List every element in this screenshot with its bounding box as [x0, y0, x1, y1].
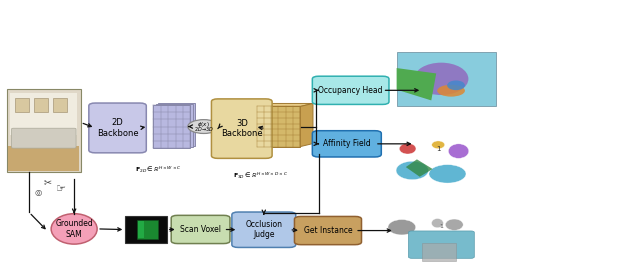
Text: $2D\!\to\!3D$: $2D\!\to\!3D$ [194, 125, 214, 133]
FancyBboxPatch shape [422, 243, 456, 260]
FancyBboxPatch shape [408, 231, 474, 258]
FancyBboxPatch shape [34, 98, 48, 112]
FancyBboxPatch shape [211, 99, 272, 158]
FancyBboxPatch shape [232, 212, 296, 247]
FancyBboxPatch shape [89, 103, 147, 153]
Text: $\mathbf{F}_{3D} \in \mathbb{R}^{H\times W\times D\times C}$: $\mathbf{F}_{3D} \in \mathbb{R}^{H\times… [233, 170, 288, 181]
FancyBboxPatch shape [138, 221, 144, 238]
Text: ✂: ✂ [44, 177, 51, 187]
Text: 2D
Backbone: 2D Backbone [97, 118, 138, 138]
Text: ☞: ☞ [56, 184, 67, 194]
FancyBboxPatch shape [12, 128, 76, 148]
Text: Occlusion
Judge: Occlusion Judge [245, 220, 282, 239]
Ellipse shape [414, 63, 468, 95]
FancyBboxPatch shape [294, 217, 362, 245]
FancyBboxPatch shape [137, 220, 157, 239]
FancyBboxPatch shape [312, 131, 381, 157]
Ellipse shape [399, 143, 416, 154]
Ellipse shape [51, 214, 97, 244]
Ellipse shape [447, 80, 465, 90]
FancyBboxPatch shape [156, 104, 193, 147]
FancyBboxPatch shape [53, 98, 67, 112]
FancyBboxPatch shape [172, 215, 230, 244]
Text: 1: 1 [440, 224, 444, 229]
Ellipse shape [437, 85, 465, 97]
Text: Occupancy Head: Occupancy Head [319, 86, 383, 95]
Text: ◎: ◎ [34, 188, 42, 197]
Text: Get Instance: Get Instance [303, 226, 352, 235]
Text: Affinity Field: Affinity Field [323, 139, 371, 148]
Text: $\mathbf{F}_{2D} \in \mathbb{R}^{H\times W\times C}$: $\mathbf{F}_{2D} \in \mathbb{R}^{H\times… [135, 165, 182, 175]
FancyBboxPatch shape [15, 98, 29, 112]
FancyBboxPatch shape [397, 52, 495, 106]
Ellipse shape [429, 165, 466, 183]
FancyBboxPatch shape [8, 146, 79, 171]
Ellipse shape [449, 144, 468, 158]
Ellipse shape [432, 141, 445, 149]
Circle shape [188, 120, 220, 133]
Text: Scan Voxel: Scan Voxel [180, 225, 221, 234]
FancyBboxPatch shape [10, 93, 77, 135]
Ellipse shape [388, 220, 415, 235]
Polygon shape [397, 68, 436, 100]
FancyBboxPatch shape [125, 217, 167, 243]
Polygon shape [300, 103, 313, 147]
FancyBboxPatch shape [312, 76, 389, 105]
Text: $\phi(x)$: $\phi(x)$ [197, 120, 210, 129]
Text: Grounded
SAM: Grounded SAM [55, 219, 93, 239]
FancyBboxPatch shape [7, 89, 81, 172]
Polygon shape [406, 159, 433, 177]
Polygon shape [257, 103, 313, 106]
FancyBboxPatch shape [159, 103, 195, 146]
FancyBboxPatch shape [154, 105, 190, 148]
Text: 1: 1 [436, 146, 440, 152]
Ellipse shape [431, 219, 444, 228]
Ellipse shape [445, 219, 463, 230]
FancyBboxPatch shape [257, 106, 300, 147]
Ellipse shape [396, 161, 429, 180]
Text: 3D
Backbone: 3D Backbone [221, 119, 262, 138]
